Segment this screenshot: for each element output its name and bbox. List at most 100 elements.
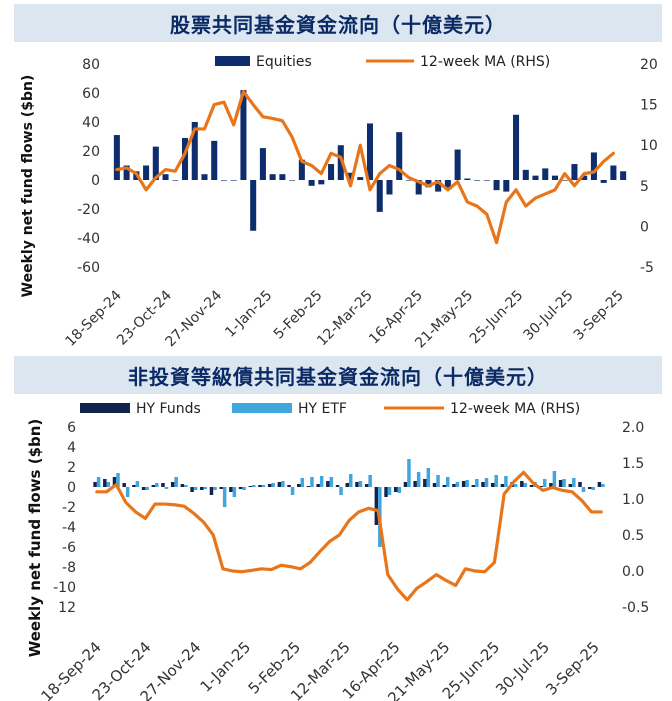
c2-bar-hy-etf [591,487,595,490]
c2-bar-hy-etf [213,487,217,490]
c2-bar-hy-funds [267,484,272,487]
c1-bar-equities [328,164,335,180]
c2-bar-hy-funds [122,483,126,487]
c2-bar-hy-funds [481,482,485,487]
c1-y2tick-label: 0 [640,219,649,235]
c2-bar-hy-funds [355,482,359,487]
c2-bar-hy-funds [529,485,534,487]
c1-bar-equities [162,174,169,180]
c1-bar-equities [483,180,490,181]
c1-ytick-label: -60 [77,260,100,276]
c2-legend-label: HY Funds [136,401,201,417]
c2-y2tick-label: 2.0 [622,420,644,436]
c2-ytick-label: 6 [67,420,76,436]
c1-bar-equities [113,135,120,180]
c1-bar-equities [201,174,208,180]
c1-bar-equities [279,174,286,180]
c2-bar-hy-etf [407,459,411,487]
c2-bar-hy-funds [219,487,223,489]
c2-ytick-label: 12 [58,600,76,616]
c2-y2tick-label: -0.5 [622,600,649,616]
c2-bar-hy-etf [523,483,528,487]
c1-bar-equities [240,90,247,180]
chart1-title: 股票共同基金資金流向（十億美元） [14,4,662,42]
c2-bar-hy-funds [558,480,563,487]
c2-bar-hy-etf [397,487,401,493]
c2-bar-hy-etf [484,478,489,487]
c1-bar-equities [513,114,520,180]
c2-ytick-label: -6 [62,540,76,556]
c2-bar-hy-funds [452,484,456,487]
c2-bar-hy-funds [335,485,340,487]
c2-bar-hy-etf [475,479,479,487]
c2-bar-hy-etf [436,475,440,487]
c1-bar-equities [289,180,296,181]
c2-bar-hy-funds [112,477,117,487]
c2-bar-hy-etf [106,482,111,487]
c2-bar-hy-funds [568,484,573,487]
c1-legend-label: 12-week MA (RHS) [420,54,550,70]
c2-bar-hy-funds [490,483,495,487]
c2-bar-hy-funds [500,484,505,487]
c1-bar-equities [386,180,393,195]
c1-bar-equities [143,165,150,180]
c2-bar-hy-etf [542,479,547,487]
c2-bar-hy-funds [200,487,204,490]
c2-bar-hy-funds [384,487,388,497]
c1-bar-equities [474,180,481,181]
c2-bar-hy-etf [319,476,324,487]
c1-bar-equities [600,180,607,183]
c2-bar-hy-etf [601,484,605,487]
c1-y2tick-label: 5 [640,179,649,195]
c2-bar-hy-etf [339,487,343,495]
c1-ytick-label: -40 [77,231,100,247]
c2-bar-hy-etf [494,475,498,487]
c2-bar-hy-etf [174,477,178,487]
c1-bar-equities [435,180,442,192]
chart2-title: 非投資等級債共同基金資金流向（十億美元） [14,356,662,394]
c1-bar-equities [269,174,276,180]
c1-bar-equities [123,165,130,180]
c1-bar-equities [444,180,451,189]
c1-ytick-label: -20 [77,202,100,218]
c2-bar-hy-etf [300,478,304,487]
c2-bar-hy-etf [96,477,101,487]
c2-bar-hy-etf [242,487,246,490]
c2-bar-hy-funds [442,485,446,487]
c1-bar-equities [581,175,588,180]
c2-bar-hy-funds [180,484,185,487]
c1-legend-label: Equities [256,54,312,70]
c2-bar-hy-funds [238,487,243,489]
c1-ytick-label: 40 [82,115,100,131]
c2-bar-hy-funds [93,482,97,487]
c1-bar-equities [542,168,549,180]
c2-bar-hy-etf [455,482,460,487]
c2-bar-hy-funds [170,482,175,487]
c2-bar-hy-etf [426,468,431,487]
c2-bar-hy-funds [587,487,592,489]
c2-bar-hy-funds [364,484,369,487]
c2-y2tick-label: 1.5 [622,456,644,472]
c2-bar-hy-funds [394,487,398,492]
c2-bar-hy-etf [281,481,285,487]
c2-ytick-label: -2 [62,500,76,516]
c1-bar-equities [532,175,539,180]
c2-bar-hy-etf [349,474,353,487]
c2-bar-hy-etf [572,478,576,487]
c2-bar-hy-funds [374,487,379,525]
c1-bar-equities [610,165,617,180]
c2-bar-hy-funds [326,481,330,487]
c2-bar-hy-etf [416,472,421,487]
c2-bar-hy-etf [271,483,275,487]
c2-ytick-label: -8 [62,560,76,576]
c1-ytick-label: 60 [82,86,100,102]
c2-bar-hy-etf [155,483,159,487]
c2-bar-hy-funds [229,487,233,492]
c2-bar-hy-funds [277,482,282,487]
c1-bar-equities [366,123,374,180]
c2-bar-hy-funds [403,482,408,487]
c2-bar-hy-funds [345,483,349,487]
c2-bar-hy-funds [258,485,262,487]
c1-bar-equities [571,164,578,180]
